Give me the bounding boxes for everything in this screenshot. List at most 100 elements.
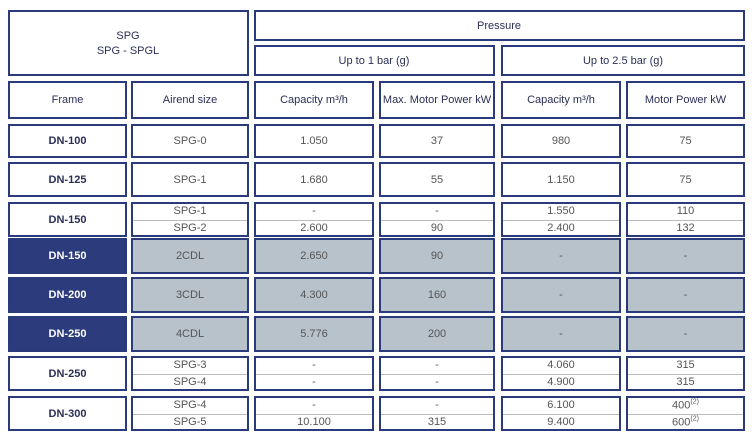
cell-text: 315	[676, 376, 695, 389]
cell-text: -	[559, 328, 563, 340]
cell-text: -	[683, 250, 688, 262]
cell	[8, 81, 127, 119]
cell	[626, 316, 745, 352]
header-text: SPG	[116, 30, 140, 42]
cell-text: 1.680	[300, 173, 328, 186]
cell-text: -	[435, 358, 439, 371]
cell	[8, 316, 127, 352]
cell	[254, 81, 374, 119]
frame-label: DN-250	[48, 367, 87, 380]
row-divider	[503, 219, 619, 221]
cell	[626, 277, 745, 313]
row-divider	[133, 219, 247, 221]
cell	[626, 162, 745, 197]
cell	[8, 396, 127, 431]
row-divider	[256, 373, 372, 375]
cell-text: SPG-1	[173, 204, 207, 217]
row-divider	[256, 219, 372, 221]
cell-text: 90	[430, 222, 444, 235]
cell-text: 2CDL	[175, 250, 205, 262]
cell	[8, 356, 127, 391]
row-divider	[628, 373, 743, 375]
row-divider	[133, 373, 247, 375]
column-header: Airend size	[162, 94, 218, 106]
column-header: Motor Power kW	[644, 94, 727, 106]
cell-text: 4.900	[547, 376, 575, 389]
cell	[626, 238, 745, 274]
cell	[8, 202, 127, 237]
cell	[8, 277, 127, 313]
cell-text: -	[312, 358, 316, 371]
cell-text: -	[435, 376, 439, 389]
cell	[254, 162, 374, 197]
row-divider	[628, 413, 743, 415]
frame-label: DN-250	[48, 328, 87, 340]
cell-text: 1.150	[547, 173, 575, 186]
row-divider	[628, 219, 743, 221]
cell-text: 10.100	[297, 416, 331, 429]
cell	[501, 238, 621, 274]
cell	[8, 124, 127, 158]
cell	[254, 316, 374, 352]
cell-text: -	[312, 376, 316, 389]
cell-text: -	[312, 398, 316, 411]
cell	[254, 124, 374, 158]
cell	[626, 124, 745, 158]
frame-label: DN-150	[48, 250, 87, 262]
cell-text: 980	[551, 135, 571, 147]
footnote-mark: (2)	[690, 398, 699, 406]
cell-text: 400(2)	[672, 398, 699, 412]
cell-text: 2.650	[300, 250, 328, 262]
cell-text: 75	[679, 135, 692, 147]
cell-text: 160	[427, 289, 447, 301]
cell-text: -	[312, 204, 316, 217]
cell-text: 4.300	[300, 289, 328, 301]
cell-text: 1.050	[300, 135, 328, 147]
cell	[379, 238, 495, 274]
cell-text: -	[683, 328, 688, 340]
cell	[131, 162, 249, 197]
cell	[501, 45, 745, 76]
cell	[131, 238, 249, 274]
cell-text: 75	[679, 173, 692, 186]
cell-text: -	[435, 204, 439, 217]
frame-label: DN-125	[48, 173, 87, 186]
row-divider	[133, 413, 247, 415]
header-text: Up to 1 bar (g)	[338, 55, 410, 67]
cell	[254, 45, 495, 76]
frame-label: DN-200	[48, 289, 87, 301]
cell-text: 5.776	[300, 328, 328, 340]
cell-text: SPG-2	[173, 222, 207, 235]
cell	[131, 81, 249, 119]
cell	[379, 124, 495, 158]
footnote-mark: (2)	[690, 415, 699, 423]
cell	[131, 277, 249, 313]
column-header: Frame	[51, 94, 84, 106]
header-text: Up to 2.5 bar (g)	[582, 55, 664, 67]
row-divider	[381, 373, 493, 375]
cell-text: 2.400	[547, 222, 575, 235]
row-divider	[381, 219, 493, 221]
cell	[501, 124, 621, 158]
cell-text: -	[559, 250, 563, 262]
cell	[379, 316, 495, 352]
row-divider	[256, 413, 372, 415]
cell-text: 600(2)	[672, 415, 699, 429]
header-text: SPG - SPGL	[96, 45, 160, 57]
cell-text: SPG-3	[173, 358, 207, 371]
cell	[501, 316, 621, 352]
cell-text: 2.600	[300, 222, 328, 235]
cell	[8, 162, 127, 197]
frame-label: DN-150	[48, 213, 87, 226]
cell-text: 110	[676, 204, 695, 217]
cell	[131, 124, 249, 158]
cell	[379, 162, 495, 197]
cell-text: 37	[430, 135, 444, 147]
cell-text: -	[559, 289, 563, 301]
cell	[8, 238, 127, 274]
cell-text: 6.100	[547, 398, 575, 411]
cell	[254, 238, 374, 274]
row-divider	[503, 373, 619, 375]
cell	[8, 10, 249, 76]
